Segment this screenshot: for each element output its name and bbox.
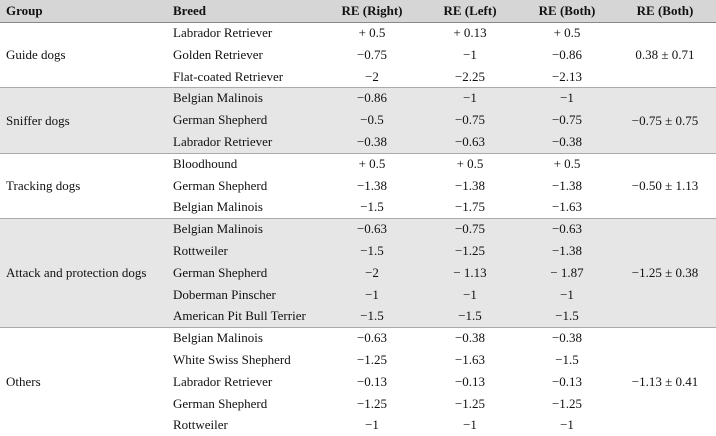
value: −1 [463,417,477,433]
header-cell: RE (Both) [538,3,596,18]
value: −1.25 [356,395,388,411]
breed: Belgian Malinois [173,221,263,237]
value: −0.38 [551,134,583,149]
value: −1.5 [458,308,482,324]
breed: Labrador Retriever [173,134,273,149]
value: −0.86 [356,90,388,106]
group-name: Tracking dogs [6,178,81,193]
header-cell: RE (Right) [341,3,403,18]
breed: German Shepherd [173,177,268,193]
value: −1.5 [360,199,384,215]
value: − 1.87 [550,264,584,280]
rule [0,22,716,23]
group-name: Sniffer dogs [6,112,70,128]
value: + 0.5 [553,25,581,40]
value: −0.38 [551,330,583,346]
breed: Labrador Retriever [173,25,273,40]
header-cell: RE (Left) [443,3,497,18]
value: + 0.5 [553,155,581,171]
breed: Belgian Malinois [173,199,263,215]
value: −2 [365,68,379,84]
value: −0.38 [356,134,388,149]
value: −1 [560,90,574,106]
header-cell: RE (Both) [636,3,694,18]
value: −1.25 [551,395,583,411]
value: −0.63 [356,221,388,237]
value: −1.75 [454,199,486,215]
value: −1 [463,46,477,62]
value: + 0.13 [453,25,487,40]
breed: Belgian Malinois [173,330,263,346]
value: −1.25 [356,352,388,367]
value: −1.38 [551,177,583,193]
value: −1 [560,286,574,302]
value: −0.13 [454,373,486,389]
value: −1.25 [454,395,486,411]
breed: Flat-coated Retriever [173,68,284,84]
value: −1 [560,417,574,433]
header-cell: Breed [173,3,206,18]
group-summary: −0.50 ± 1.13 [631,178,699,193]
value: −1.5 [360,243,384,258]
breed: Golden Retriever [173,46,263,62]
value: −0.5 [360,112,384,128]
value: −2.25 [454,68,486,84]
value: + 0.5 [358,155,386,171]
value: − 1.13 [453,264,487,280]
value: −1.38 [551,243,583,258]
breed: Doberman Pinscher [173,286,276,302]
value: −1.38 [356,177,388,193]
breed: Labrador Retriever [173,373,273,389]
breed: Bloodhound [173,155,238,171]
breed: German Shepherd [173,112,268,128]
group-summary: −0.75 ± 0.75 [631,112,699,128]
rule [0,152,716,154]
value: −1 [365,286,379,302]
group-name: Others [6,374,41,390]
group-summary: −1.25 ± 0.38 [631,265,699,281]
breed: Rottweiler [173,243,228,258]
breed: White Swiss Shepherd [173,352,291,367]
group-name: Guide dogs [6,47,66,63]
value: −0.63 [551,221,583,237]
value: −1.5 [555,308,579,324]
value: −0.86 [551,46,583,62]
rule [0,327,716,329]
group-summary: −1.13 ± 0.41 [631,374,699,390]
value: −0.63 [454,134,486,149]
rule [0,87,716,89]
value: −0.75 [356,46,388,62]
value: −1.25 [454,243,486,258]
value: + 0.5 [456,155,484,171]
value: −1.63 [551,199,583,215]
breed: Belgian Malinois [173,90,263,106]
value: −1 [463,90,477,106]
value: −2.13 [551,68,583,84]
group-name: Attack and protection dogs [6,265,147,281]
value: −1 [365,417,379,433]
value: −1.5 [555,352,579,367]
value: −0.75 [551,112,583,128]
value: −0.63 [356,330,388,346]
value: −2 [365,264,379,280]
value: −0.38 [454,330,486,346]
group-summary: 0.38 ± 0.71 [635,47,695,63]
value: −0.13 [356,373,388,389]
value: + 0.5 [358,25,386,40]
rule [0,218,716,220]
breed: American Pit Bull Terrier [173,308,306,324]
header-cell: Group [6,3,43,18]
value: −1 [463,286,477,302]
header-band [0,0,716,22]
value: −0.75 [454,221,486,237]
value: −1.5 [360,308,384,324]
value: −0.75 [454,112,486,128]
value: −1.63 [454,352,486,367]
value: −1.38 [454,177,486,193]
breed: Rottweiler [173,417,228,433]
breed: German Shepherd [173,395,268,411]
breed: German Shepherd [173,264,268,280]
value: −0.13 [551,373,583,389]
